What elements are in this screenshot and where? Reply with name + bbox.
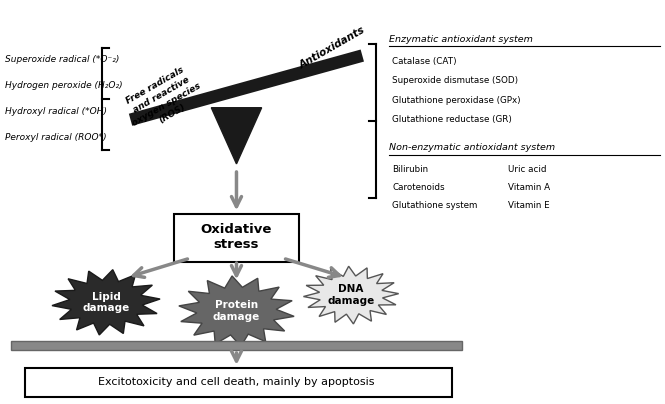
Text: Superoxide dismutase (SOD): Superoxide dismutase (SOD) (392, 76, 518, 85)
Text: Vitamin A: Vitamin A (508, 183, 550, 191)
Text: Protein
damage: Protein damage (213, 300, 260, 322)
Text: Bilirubin: Bilirubin (392, 164, 428, 174)
Text: Carotenoids: Carotenoids (392, 183, 445, 191)
Text: Catalase (CAT): Catalase (CAT) (392, 57, 457, 66)
Polygon shape (303, 266, 398, 324)
Polygon shape (179, 276, 294, 346)
Text: DNA
damage: DNA damage (327, 284, 374, 306)
Polygon shape (52, 269, 160, 335)
Text: Non-enzymatic antioxidant system: Non-enzymatic antioxidant system (389, 143, 555, 152)
Text: Glutathione system: Glutathione system (392, 201, 477, 210)
Text: Uric acid: Uric acid (508, 164, 547, 174)
Text: Antioxidants: Antioxidants (298, 25, 367, 70)
Text: Peroxyl radical (ROO*): Peroxyl radical (ROO*) (5, 133, 106, 142)
FancyBboxPatch shape (174, 214, 299, 262)
Polygon shape (211, 108, 261, 164)
Text: Lipid
damage: Lipid damage (82, 292, 130, 313)
Text: Enzymatic antioxidant system: Enzymatic antioxidant system (389, 35, 533, 44)
FancyBboxPatch shape (25, 368, 452, 397)
Text: Free radicals
and reactive
oxygen species
(ROS): Free radicals and reactive oxygen specie… (119, 62, 208, 137)
Text: Excitotoxicity and cell death, mainly by apoptosis: Excitotoxicity and cell death, mainly by… (98, 377, 375, 387)
Bar (11, 341, 462, 350)
Text: Oxidative
stress: Oxidative stress (201, 223, 272, 251)
Text: Vitamin E: Vitamin E (508, 201, 549, 210)
Text: Hydroxyl radical (*OH): Hydroxyl radical (*OH) (5, 107, 106, 116)
Text: Glutathione reductase (GR): Glutathione reductase (GR) (392, 115, 512, 124)
Text: Superoxide radical (*O⁻₂): Superoxide radical (*O⁻₂) (5, 55, 119, 64)
Text: Glutathione peroxidase (GPx): Glutathione peroxidase (GPx) (392, 96, 521, 105)
Text: Hydrogen peroxide (H₂O₂): Hydrogen peroxide (H₂O₂) (5, 81, 122, 90)
